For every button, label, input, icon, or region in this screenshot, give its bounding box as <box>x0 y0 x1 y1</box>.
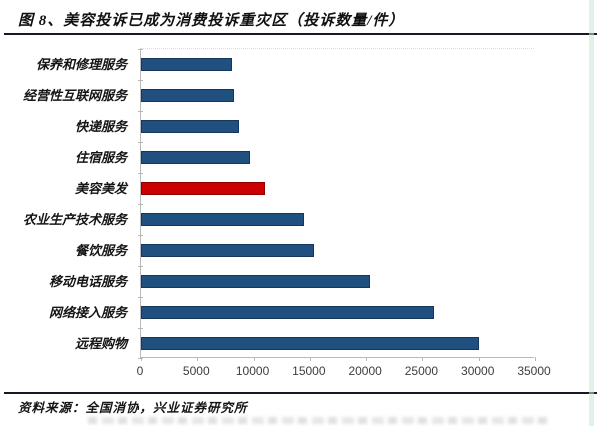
bar-row <box>141 266 534 297</box>
bar-row <box>141 235 534 266</box>
x-axis-tick-label: 15000 <box>292 364 326 378</box>
bar-row <box>141 204 534 235</box>
category-label: 餐饮服务 <box>74 243 127 258</box>
y-axis-tick <box>138 80 143 81</box>
bar <box>141 244 314 257</box>
blurred-ghost-text <box>88 417 548 424</box>
x-axis-tick-label: 20000 <box>348 364 382 378</box>
y-axis-tick <box>138 204 143 205</box>
category-label: 经营性互联网服务 <box>22 88 127 103</box>
y-axis-tick <box>138 266 143 267</box>
footer-rule <box>4 392 597 394</box>
category-label: 网络接入服务 <box>48 305 127 320</box>
title-underline-rule <box>4 33 597 35</box>
x-axis-tick-label: 10000 <box>235 364 270 378</box>
bar-row <box>141 173 534 204</box>
y-axis-tick <box>138 142 143 143</box>
x-axis-tick-label: 5000 <box>182 364 210 378</box>
y-axis-tick <box>138 297 143 298</box>
bar <box>141 89 234 102</box>
x-axis-tick <box>141 357 142 361</box>
y-axis-tick <box>138 173 143 174</box>
y-axis-tick <box>138 111 143 112</box>
x-axis-tick <box>197 357 199 361</box>
x-axis-tick-label: 0 <box>136 364 144 378</box>
bar <box>141 151 250 164</box>
y-axis-tick <box>138 235 143 236</box>
x-axis-tick-label: 30000 <box>461 364 495 378</box>
category-label: 住宿服务 <box>74 150 127 165</box>
x-axis-tick-label: 25000 <box>404 364 439 378</box>
bar <box>141 120 239 133</box>
bar-row <box>141 328 534 359</box>
category-label: 远程购物 <box>74 336 127 351</box>
bar <box>141 306 434 319</box>
scan-artifact-stripe <box>589 0 594 426</box>
bar <box>141 58 232 71</box>
bar-row <box>141 297 534 328</box>
chart-title: 图 8、美容投诉已成为消费投诉重灾区（投诉数量/件） <box>18 13 405 29</box>
bar-row <box>141 49 534 80</box>
bar-highlighted <box>141 182 265 195</box>
category-label: 快递服务 <box>74 119 127 134</box>
y-axis-tick <box>138 358 143 359</box>
x-axis-tick-label: 35000 <box>517 364 551 378</box>
x-axis-tick <box>422 357 424 361</box>
category-axis-labels: 保养和修理服务经营性互联网服务快递服务住宿服务美容美发农业生产技术服务餐饮服务移… <box>0 48 134 358</box>
bar <box>141 275 370 288</box>
bar-row <box>141 80 534 111</box>
bar-row <box>141 111 534 142</box>
y-axis-tick <box>138 49 143 50</box>
plot-area <box>138 48 536 361</box>
bar-row <box>141 142 534 173</box>
bar <box>141 337 479 350</box>
x-axis-tick <box>478 357 480 361</box>
category-label: 农业生产技术服务 <box>22 212 127 227</box>
x-axis-tick <box>253 357 255 361</box>
x-axis-tick <box>309 357 311 361</box>
source-note: 资料来源：全国消协，兴业证券研究所 <box>18 401 248 415</box>
y-axis-tick <box>138 328 143 329</box>
x-axis-tick <box>535 357 536 361</box>
category-label: 移动电话服务 <box>48 274 127 289</box>
category-label: 保养和修理服务 <box>35 57 127 72</box>
category-label: 美容美发 <box>74 181 127 196</box>
bar <box>141 213 304 226</box>
x-axis-tick <box>366 357 368 361</box>
